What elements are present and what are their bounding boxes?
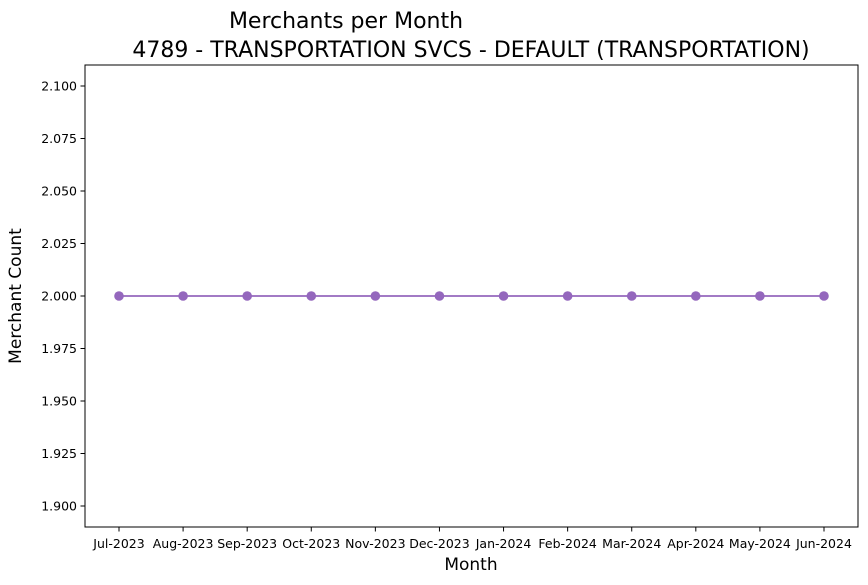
data-point — [626, 291, 637, 301]
x-tick-label: Mar-2024 — [602, 536, 661, 551]
data-point — [498, 291, 509, 301]
y-tick-label: 2.100 — [41, 79, 77, 94]
x-tick-label: Sep-2023 — [217, 536, 277, 551]
data-point — [755, 291, 765, 301]
y-tick-label: 2.025 — [41, 236, 77, 251]
data-point — [178, 291, 188, 301]
x-tick-label: Oct-2023 — [282, 536, 340, 551]
data-point — [242, 291, 252, 301]
chart-subtitle: 4789 - TRANSPORTATION SVCS - DEFAULT (TR… — [132, 38, 809, 63]
data-point — [370, 291, 381, 301]
y-tick-label: 2.000 — [41, 289, 77, 304]
x-tick-label: Feb-2024 — [538, 536, 597, 551]
data-point — [114, 291, 124, 301]
series-group — [114, 291, 829, 301]
x-tick-label: Aug-2023 — [153, 536, 214, 551]
x-tick-label: May-2024 — [729, 536, 791, 551]
y-tick-label: 1.900 — [41, 499, 77, 514]
chart-title: Merchants per Month — [229, 9, 463, 34]
x-tick-label: Nov-2023 — [345, 536, 405, 551]
y-tick-label: 2.075 — [41, 131, 77, 146]
y-tick-label: 1.925 — [41, 446, 77, 461]
y-axis-label: Merchant Count — [6, 228, 26, 364]
x-tick-label: Apr-2024 — [667, 536, 724, 551]
data-point — [306, 291, 317, 301]
y-tick-label: 2.050 — [41, 184, 77, 199]
data-point — [691, 291, 701, 301]
x-tick-label: Dec-2023 — [409, 536, 470, 551]
x-tick-label: Jun-2024 — [795, 536, 852, 551]
y-axis: 1.900 1.925 1.950 1.975 2.000 2.025 2.050 2.075… — [41, 79, 85, 514]
data-point — [819, 291, 829, 301]
x-axis: Jul-2023 Aug-2023 Sep-2023 Oct-2023 Nov-2023… — [92, 527, 852, 551]
y-tick-label: 1.975 — [41, 341, 77, 356]
y-tick-label: 1.950 — [41, 394, 77, 409]
x-tick-label: Jan-2024 — [475, 536, 532, 551]
x-tick-label: Jul-2023 — [92, 536, 144, 551]
data-point — [434, 291, 445, 301]
data-point — [562, 291, 573, 301]
x-axis-label: Month — [444, 555, 497, 575]
